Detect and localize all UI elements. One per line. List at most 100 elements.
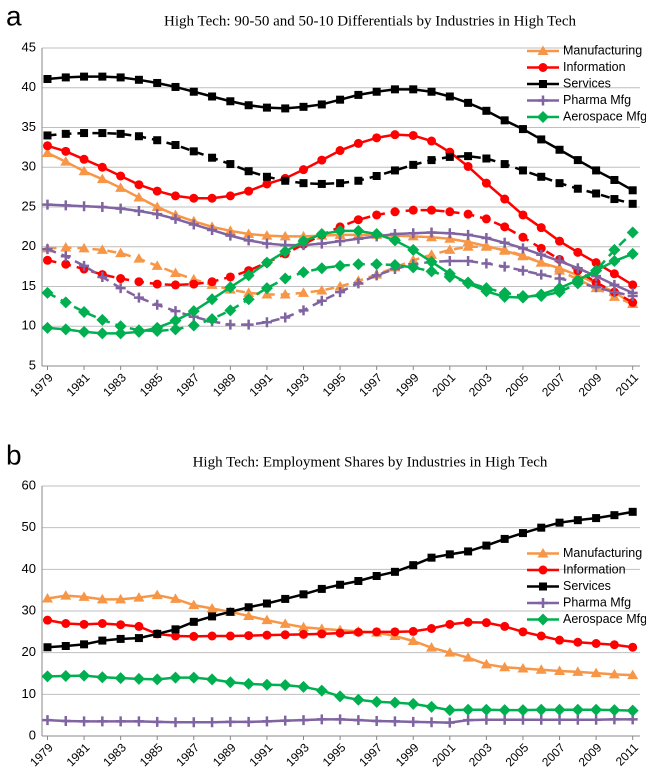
marker <box>389 716 400 727</box>
marker <box>463 209 473 219</box>
chart-title: High Tech: 90-50 and 50-10 Differentials… <box>164 13 576 29</box>
marker <box>608 668 620 679</box>
marker <box>280 630 290 640</box>
marker <box>189 87 198 96</box>
marker <box>500 194 510 204</box>
legend-label: Aerospace Mfg <box>563 109 646 123</box>
marker <box>335 236 346 247</box>
marker <box>98 636 107 645</box>
marker <box>115 283 126 294</box>
marker <box>590 264 603 277</box>
marker <box>78 305 91 318</box>
marker <box>244 631 254 641</box>
marker <box>573 156 582 165</box>
x-tick-label: 1985 <box>137 370 166 399</box>
marker <box>261 614 273 625</box>
marker <box>207 717 218 728</box>
marker <box>60 156 72 166</box>
marker <box>170 306 181 317</box>
x-tick-label: 2005 <box>503 740 532 769</box>
marker <box>316 238 327 249</box>
marker <box>591 714 602 725</box>
marker <box>352 258 365 271</box>
legend-label: Information <box>563 562 626 576</box>
marker <box>242 269 255 282</box>
marker <box>335 714 346 725</box>
y-tick-label: 20 <box>22 238 36 253</box>
marker <box>189 279 199 289</box>
marker <box>334 281 346 291</box>
marker <box>169 671 182 684</box>
marker <box>334 259 347 272</box>
marker <box>408 626 418 636</box>
marker <box>61 73 70 82</box>
marker <box>426 717 437 728</box>
x-tick-label: 2007 <box>539 740 568 769</box>
x-tick-label: 1989 <box>210 370 239 399</box>
marker <box>370 258 383 271</box>
marker <box>189 147 198 156</box>
marker <box>371 716 382 726</box>
marker <box>61 619 71 628</box>
marker <box>133 191 145 202</box>
marker <box>187 319 200 332</box>
x-tick-label: 1997 <box>356 740 385 769</box>
marker <box>407 697 420 710</box>
marker <box>133 592 145 602</box>
marker <box>153 78 162 87</box>
marker <box>225 319 236 330</box>
marker <box>116 634 125 643</box>
marker <box>517 663 529 673</box>
panel-label: b <box>6 439 22 470</box>
marker <box>463 229 474 240</box>
marker <box>535 288 548 301</box>
marker <box>134 180 144 190</box>
marker <box>481 233 492 244</box>
marker <box>60 200 71 211</box>
marker <box>372 171 381 180</box>
marker <box>187 305 200 318</box>
marker <box>169 593 181 603</box>
y-tick-label: 50 <box>22 519 36 534</box>
x-tick-label: 1987 <box>173 370 202 399</box>
y-tick-label: 10 <box>22 318 36 333</box>
marker <box>134 634 143 643</box>
marker <box>169 267 181 277</box>
marker <box>133 292 144 303</box>
marker <box>536 269 547 280</box>
marker <box>96 671 109 684</box>
x-tick-label: 2009 <box>576 740 605 769</box>
x-tick-label: 1997 <box>356 370 385 399</box>
marker <box>207 631 217 641</box>
marker <box>517 243 528 254</box>
marker <box>352 224 365 237</box>
marker <box>170 213 181 224</box>
marker <box>116 620 126 630</box>
marker <box>151 201 163 211</box>
marker <box>500 621 510 631</box>
marker <box>445 619 455 629</box>
marker <box>628 642 638 652</box>
marker <box>207 193 217 203</box>
marker <box>317 100 326 109</box>
marker <box>408 130 418 140</box>
legend-label: Manufacturing <box>563 43 642 57</box>
marker <box>610 195 619 204</box>
marker <box>169 314 182 327</box>
marker <box>353 138 363 148</box>
marker <box>372 210 382 220</box>
marker <box>79 201 90 212</box>
marker <box>151 589 163 600</box>
marker <box>336 580 345 589</box>
marker <box>97 271 108 282</box>
marker <box>591 639 601 648</box>
marker <box>539 582 547 591</box>
marker <box>262 172 271 181</box>
marker <box>98 129 107 138</box>
marker <box>41 670 54 683</box>
marker <box>281 594 290 603</box>
marker <box>537 135 546 144</box>
x-tick-label: 2005 <box>503 370 532 399</box>
marker <box>279 618 291 628</box>
